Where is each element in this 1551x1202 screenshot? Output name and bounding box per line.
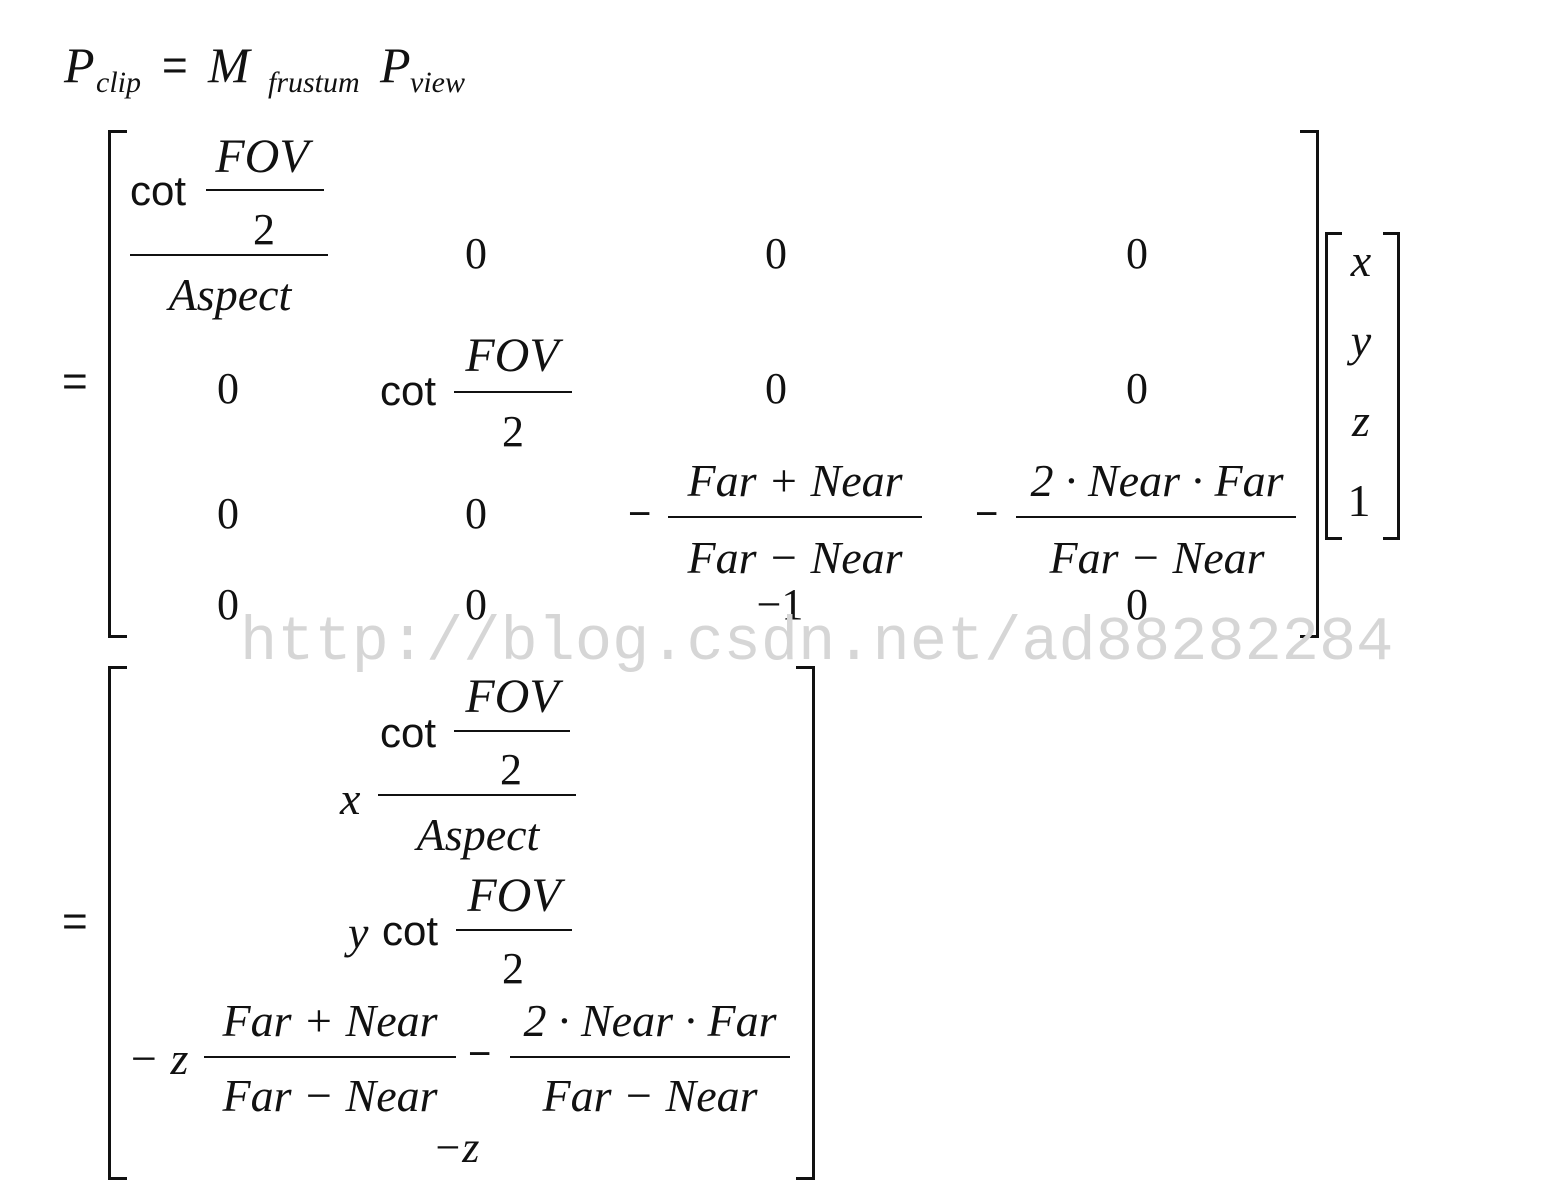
number-two: 2 (502, 407, 524, 456)
vector-z: z (1352, 395, 1370, 446)
cot-label: cot (380, 367, 437, 414)
fraction-bar (454, 730, 570, 732)
fraction-bar (206, 189, 324, 191)
fraction-bar (456, 929, 572, 931)
cot-label: cot (380, 709, 437, 756)
right-bracket (796, 666, 815, 1180)
subscript-clip: clip (96, 66, 141, 99)
far-plus-near: Far + Near (222, 995, 438, 1046)
symbol-p: P (64, 37, 95, 93)
fraction-bar (1016, 516, 1296, 518)
left-bracket (108, 130, 127, 638)
result-neg-z: − z (128, 1033, 189, 1084)
matrix-zero: 0 (217, 580, 239, 629)
matrix-zero: 0 (1126, 364, 1148, 413)
result-y: y (348, 907, 369, 958)
minus-sign: − (975, 492, 999, 536)
number-two: 2 (500, 745, 522, 794)
matrix-zero: 0 (1126, 580, 1148, 629)
fov-label: FOV (215, 130, 309, 183)
watermark: http://blog.csdn.net/ad88282284 (240, 607, 1394, 678)
matrix-zero: 0 (765, 229, 787, 278)
symbol-m: M (208, 37, 250, 93)
far-minus-near: Far − Near (687, 532, 903, 583)
aspect-label: Aspect (168, 269, 292, 320)
vector-left-bracket (1325, 232, 1342, 540)
minus-sign: − (468, 1032, 492, 1076)
left-bracket (108, 666, 127, 1180)
fraction-bar (130, 254, 328, 256)
fov-label: FOV (465, 670, 559, 723)
minus-sign: − (628, 492, 652, 536)
cot-label: cot (130, 167, 187, 214)
subscript-view: view (410, 66, 465, 99)
fraction-bar (454, 391, 572, 393)
matrix-zero: 0 (465, 229, 487, 278)
two-near-far: 2 · Near · Far (1030, 455, 1284, 506)
matrix-zero: 0 (765, 364, 787, 413)
fraction-bar (378, 794, 576, 796)
far-minus-near: Far − Near (222, 1070, 438, 1121)
equals-sign: = (162, 41, 188, 90)
result-x: x (340, 773, 361, 824)
vector-x: x (1350, 235, 1372, 286)
fraction-bar (510, 1056, 790, 1058)
symbol-p-view: P (380, 37, 411, 93)
equals-sign: = (62, 897, 88, 946)
two-near-far: 2 · Near · Far (523, 995, 777, 1046)
subscript-frustum: frustum (268, 66, 360, 99)
right-bracket (1300, 130, 1319, 638)
matrix-zero: 0 (217, 364, 239, 413)
fraction-bar (204, 1056, 456, 1058)
matrix-zero: 0 (465, 580, 487, 629)
far-plus-near: Far + Near (687, 455, 903, 506)
aspect-label: Aspect (416, 809, 540, 860)
number-two: 2 (502, 944, 524, 993)
far-minus-near: Far − Near (1049, 532, 1265, 583)
result-neg-z-last: −z (432, 1123, 480, 1172)
fov-label: FOV (467, 869, 561, 922)
fraction-bar (668, 516, 922, 518)
vector-one: 1 (1347, 475, 1371, 526)
number-two: 2 (253, 205, 275, 254)
matrix-zero: 0 (1126, 229, 1148, 278)
vector-right-bracket (1383, 232, 1400, 540)
equals-sign: = (62, 357, 88, 406)
cot-label: cot (382, 907, 439, 954)
matrix-neg-one: −1 (756, 580, 804, 629)
matrix-zero: 0 (217, 489, 239, 538)
vector-y: y (1350, 315, 1372, 366)
far-minus-near: Far − Near (542, 1070, 758, 1121)
matrix-zero: 0 (465, 489, 487, 538)
fov-label: FOV (465, 329, 559, 382)
